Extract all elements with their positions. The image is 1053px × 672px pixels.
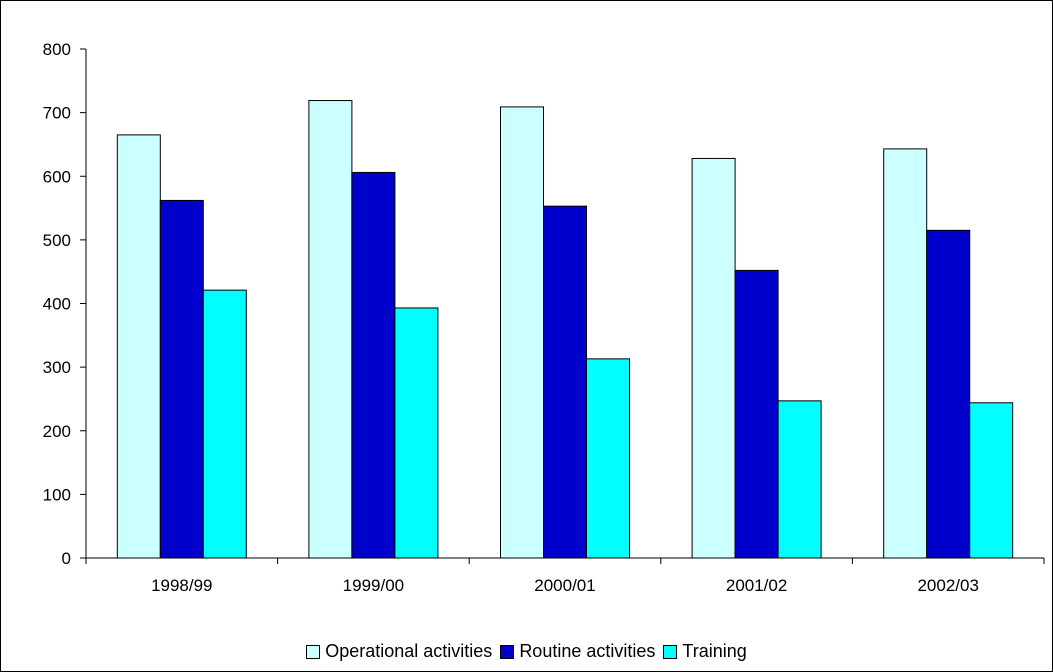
bar xyxy=(691,157,736,559)
legend-label-training: Training xyxy=(682,641,747,661)
x-tick-label: 1998/99 xyxy=(151,576,212,595)
bar xyxy=(202,289,247,559)
legend-item-operational: Operational activities xyxy=(306,641,492,662)
bar xyxy=(586,358,630,559)
bar xyxy=(159,199,204,559)
y-tick-label: 300 xyxy=(43,358,71,377)
y-tick-label: 500 xyxy=(43,231,71,250)
legend-swatch-routine xyxy=(500,644,515,659)
legend-item-routine: Routine activities xyxy=(500,641,655,662)
y-tick-label: 600 xyxy=(43,167,71,186)
legend-swatch-training xyxy=(663,644,678,659)
x-tick-label: 2001/02 xyxy=(726,576,787,595)
chart-legend: Operational activities Routine activitie… xyxy=(1,641,1052,662)
bar xyxy=(351,171,396,559)
bar xyxy=(116,134,161,559)
legend-swatch-operational xyxy=(306,644,321,659)
bar xyxy=(777,400,822,559)
y-tick-label: 100 xyxy=(43,485,71,504)
bar xyxy=(394,307,439,559)
y-tick-label: 800 xyxy=(43,40,71,59)
y-tick-label: 700 xyxy=(43,104,71,123)
legend-item-training: Training xyxy=(663,641,747,662)
y-tick-label: 200 xyxy=(43,422,71,441)
x-tick-label: 2000/01 xyxy=(534,576,595,595)
y-tick-label: 0 xyxy=(62,549,71,568)
chart-plot: 0 100 200 300 400 500 600 700 800 1998/99 1999/00 2… xyxy=(43,40,1045,595)
bar xyxy=(500,106,544,559)
bar xyxy=(883,148,928,559)
legend-label-operational: Operational activities xyxy=(325,641,493,661)
bar xyxy=(926,229,971,559)
bar xyxy=(734,269,779,559)
bar xyxy=(969,402,1014,559)
x-tick-label: 1999/00 xyxy=(343,576,404,595)
bar xyxy=(543,205,587,559)
y-tick-label: 400 xyxy=(43,295,71,314)
x-tick-label: 2002/03 xyxy=(917,576,978,595)
legend-label-routine: Routine activities xyxy=(519,641,656,661)
bar xyxy=(308,100,353,559)
